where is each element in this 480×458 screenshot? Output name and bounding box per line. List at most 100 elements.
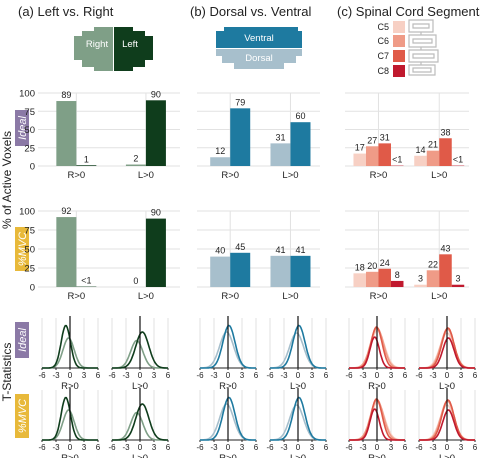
bar-value-label: 40 (215, 246, 225, 256)
bar-value-label: 45 (235, 242, 245, 252)
x-tick-label: 3 (82, 371, 87, 380)
bar-c6-r (365, 271, 379, 287)
schematic-dorsal-ventral: Ventral Dorsal (216, 27, 302, 69)
bar-value-label: 90 (151, 208, 161, 218)
badge-ideal-bars: Ideal (15, 110, 29, 146)
t-statistic-distributions: -6 -3 0 3 6R>0-6 -3 0 3 6L>0-6 -3 0 3 6R>0-6 -3 0 3 6L>0… (38, 316, 478, 458)
bar-c7-r (378, 268, 391, 287)
bar-ventral-r (230, 108, 251, 166)
y-tick-label: 100 (19, 207, 35, 218)
x-category-label: R>0 (370, 291, 388, 302)
x-category-label: L>0 (439, 453, 455, 458)
x-tick-label: -3 (359, 443, 367, 452)
x-tick-label: 0 (138, 443, 143, 452)
badge-mvc-dist: %MVC (15, 394, 29, 438)
dist-mvc-left-right-l: -6 -3 036 L>0 (108, 388, 171, 458)
x-tick-label: 0 (296, 371, 301, 380)
segment-swatch-c8 (393, 65, 405, 77)
bar-value-label: 2 (133, 154, 138, 164)
bar-value-label: 90 (151, 89, 161, 99)
y-tick-label: 75 (24, 226, 35, 237)
x-tick-label: 3 (310, 443, 315, 452)
bar-value-label: 12 (215, 146, 225, 156)
dist-mvc-segments-l: -6 -3 036 L>0 (415, 388, 478, 458)
bar-value-label: 31 (275, 132, 285, 142)
bar-left-l (145, 218, 166, 287)
bar-value-label: 41 (275, 245, 285, 255)
y-tick-label: 25 (24, 143, 35, 154)
x-tick-label: 0 (375, 371, 380, 380)
spinal-segments-sketch-icon (408, 19, 439, 76)
x-tick-label: -3 (429, 371, 437, 380)
bar-value-label: 22 (428, 259, 438, 269)
x-tick-label: 0 (226, 371, 231, 380)
x-category-label: L>0 (132, 453, 148, 458)
x-tick-label: 3 (389, 371, 394, 380)
x-category-label: R>0 (61, 453, 79, 458)
bar-value-label: 1 (84, 154, 89, 164)
x-category-label: L>0 (138, 170, 154, 181)
x-tick-label: 6 (166, 443, 171, 452)
segment-swatch-c7 (393, 50, 405, 62)
bar-ventral-l (290, 122, 311, 166)
x-tick-label: 3 (240, 371, 245, 380)
bar-c8-r (390, 280, 404, 287)
bar-left-r (76, 165, 97, 166)
bar-c5-r (353, 273, 366, 287)
x-category-label: L>0 (290, 381, 306, 392)
y-tick-label: 0 (30, 162, 35, 173)
y-tick-label: 25 (24, 264, 35, 275)
y-tick-label: 75 (24, 107, 35, 118)
x-tick-label: 3 (240, 443, 245, 452)
bar-c5-r (353, 153, 366, 166)
bar-dorsal-r (210, 157, 231, 166)
x-tick-label: 6 (473, 371, 478, 380)
y-tick-label: 0 (30, 283, 35, 294)
x-tick-label: -6 (415, 371, 423, 380)
badge-mvc-bars: %MVC (15, 227, 29, 271)
panel-title-segments: (c) Spinal Cord Segments (337, 4, 480, 19)
x-tick-label: 6 (324, 371, 329, 380)
x-category-label: R>0 (61, 381, 79, 392)
bar-c7-l (439, 138, 452, 166)
bar-value-label: 8 (395, 270, 400, 280)
dist-ideal-segments-r: -6 -3 0 3 6 R>0 (345, 316, 408, 392)
badge-mvc-dist-text: %MVC (17, 399, 29, 433)
x-tick-label: 6 (403, 371, 408, 380)
bar-right-r (56, 217, 77, 287)
panel-title-left-right: (a) Left vs. Right (18, 4, 114, 19)
schematic-dorsal-half (216, 49, 302, 69)
bar-c7-l (439, 254, 452, 287)
bar-value-label: <1 (392, 155, 402, 165)
x-category-label: R>0 (368, 381, 386, 392)
bar-c5-l (414, 155, 427, 166)
bar-value-label: 14 (415, 145, 425, 155)
x-tick-label: -3 (52, 443, 60, 452)
dist-mvc-dorsal-ventral-l: -6 -3 036 L>0 (266, 388, 329, 458)
x-tick-label: 3 (459, 443, 464, 452)
segment-label-c7: C7 (377, 51, 389, 61)
schematic-ventral-half (216, 27, 302, 48)
x-category-label: L>0 (290, 453, 306, 458)
segment-label-c8: C8 (377, 66, 389, 76)
schematic-dorsal-label: Dorsal (245, 53, 272, 64)
bar-value-label: 92 (61, 206, 71, 216)
x-category-label: L>0 (282, 170, 298, 181)
x-tick-label: 6 (166, 371, 171, 380)
x-category-label: R>0 (67, 170, 85, 181)
bar-value-label: <1 (453, 155, 463, 165)
segment-swatch-c5 (393, 21, 405, 33)
badge-ideal-dist: Ideal (15, 322, 29, 358)
x-tick-label: -3 (280, 443, 288, 452)
x-tick-label: 6 (254, 371, 259, 380)
x-tick-label: 0 (296, 443, 301, 452)
panel-title-dorsal-ventral: (b) Dorsal vs. Ventral (190, 4, 311, 19)
bar-chart-mvc-left-right: 0 25 50 75 100 92 <1 R>0 0 90 L>0 (19, 206, 180, 302)
bar-value-label: 41 (295, 245, 305, 255)
x-tick-label: 6 (96, 443, 101, 452)
x-tick-label: -3 (429, 443, 437, 452)
